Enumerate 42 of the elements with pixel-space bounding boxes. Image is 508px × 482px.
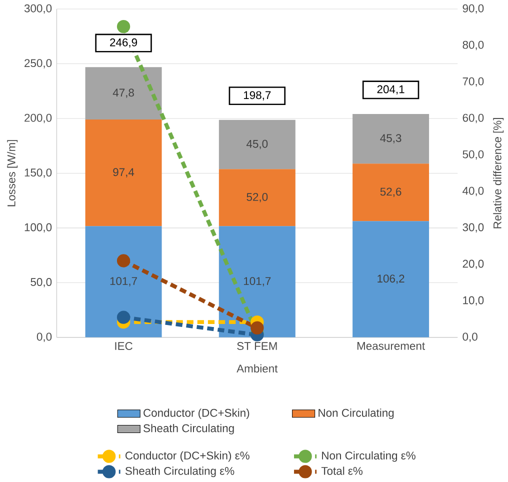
legend-label: Sheath Circulating ε%	[125, 466, 234, 477]
y-tick-label: 250,0	[24, 58, 52, 68]
data-label: 106,2	[378, 274, 404, 284]
data-label: 101,7	[110, 276, 137, 286]
y-axis-title: Losses [W/m]	[7, 140, 18, 206]
x-axis-title: Ambient	[236, 364, 278, 372]
data-label: 45,3	[380, 134, 402, 144]
y2-tick-label: 90,0	[462, 4, 484, 14]
y-tick-label: 0,0	[36, 332, 52, 342]
x-tick-label: IEC	[115, 342, 132, 350]
y-tick-label: 300,0	[24, 4, 52, 14]
y2-tick-label: 10,0	[463, 296, 484, 306]
data-label: 52,0	[246, 192, 268, 202]
x-tick-label: Measurement	[357, 342, 425, 350]
total-label: 204,1	[377, 85, 404, 94]
y2-tick-label: 0,0	[462, 332, 478, 342]
x-tick-label: ST FEM	[237, 342, 277, 350]
data-label: 47,8	[112, 88, 134, 98]
data-label: 97,4	[113, 168, 134, 178]
data-label: 52,6	[380, 188, 402, 197]
data-label: 45,0	[246, 140, 268, 149]
y2-tick-label: 30,0	[462, 223, 484, 232]
y2-tick-label: 70,0	[462, 77, 484, 86]
y2-tick-label: 20,0	[462, 260, 484, 269]
total-label: 246,9	[110, 38, 138, 48]
legend-label: Non Circulating ε%	[322, 451, 416, 462]
y-tick-label: 150,0	[24, 168, 52, 178]
y2-tick-label: 60,0	[462, 114, 484, 123]
legend-label: Sheath Circulating	[144, 424, 234, 434]
y-tick-label: 100,0	[24, 223, 52, 232]
y2-axis-title: Relative difference [%]	[493, 118, 504, 228]
legend-label: Conductor (DC+Skin)	[144, 408, 250, 419]
legend-label: Conductor (DC+Skin) ε%	[126, 451, 250, 462]
y-tick-label: 50,0	[30, 278, 52, 288]
y2-tick-label: 50,0	[462, 150, 484, 160]
legend-label: Non Circulating	[318, 408, 394, 419]
y2-tick-label: 80,0	[462, 40, 484, 50]
data-label: 101,7	[244, 276, 271, 286]
legend-label: Total ε%	[321, 466, 363, 475]
y-tick-label: 200,0	[24, 114, 52, 123]
y2-tick-label: 40,0	[462, 186, 484, 196]
total-label: 198,7	[244, 90, 271, 100]
